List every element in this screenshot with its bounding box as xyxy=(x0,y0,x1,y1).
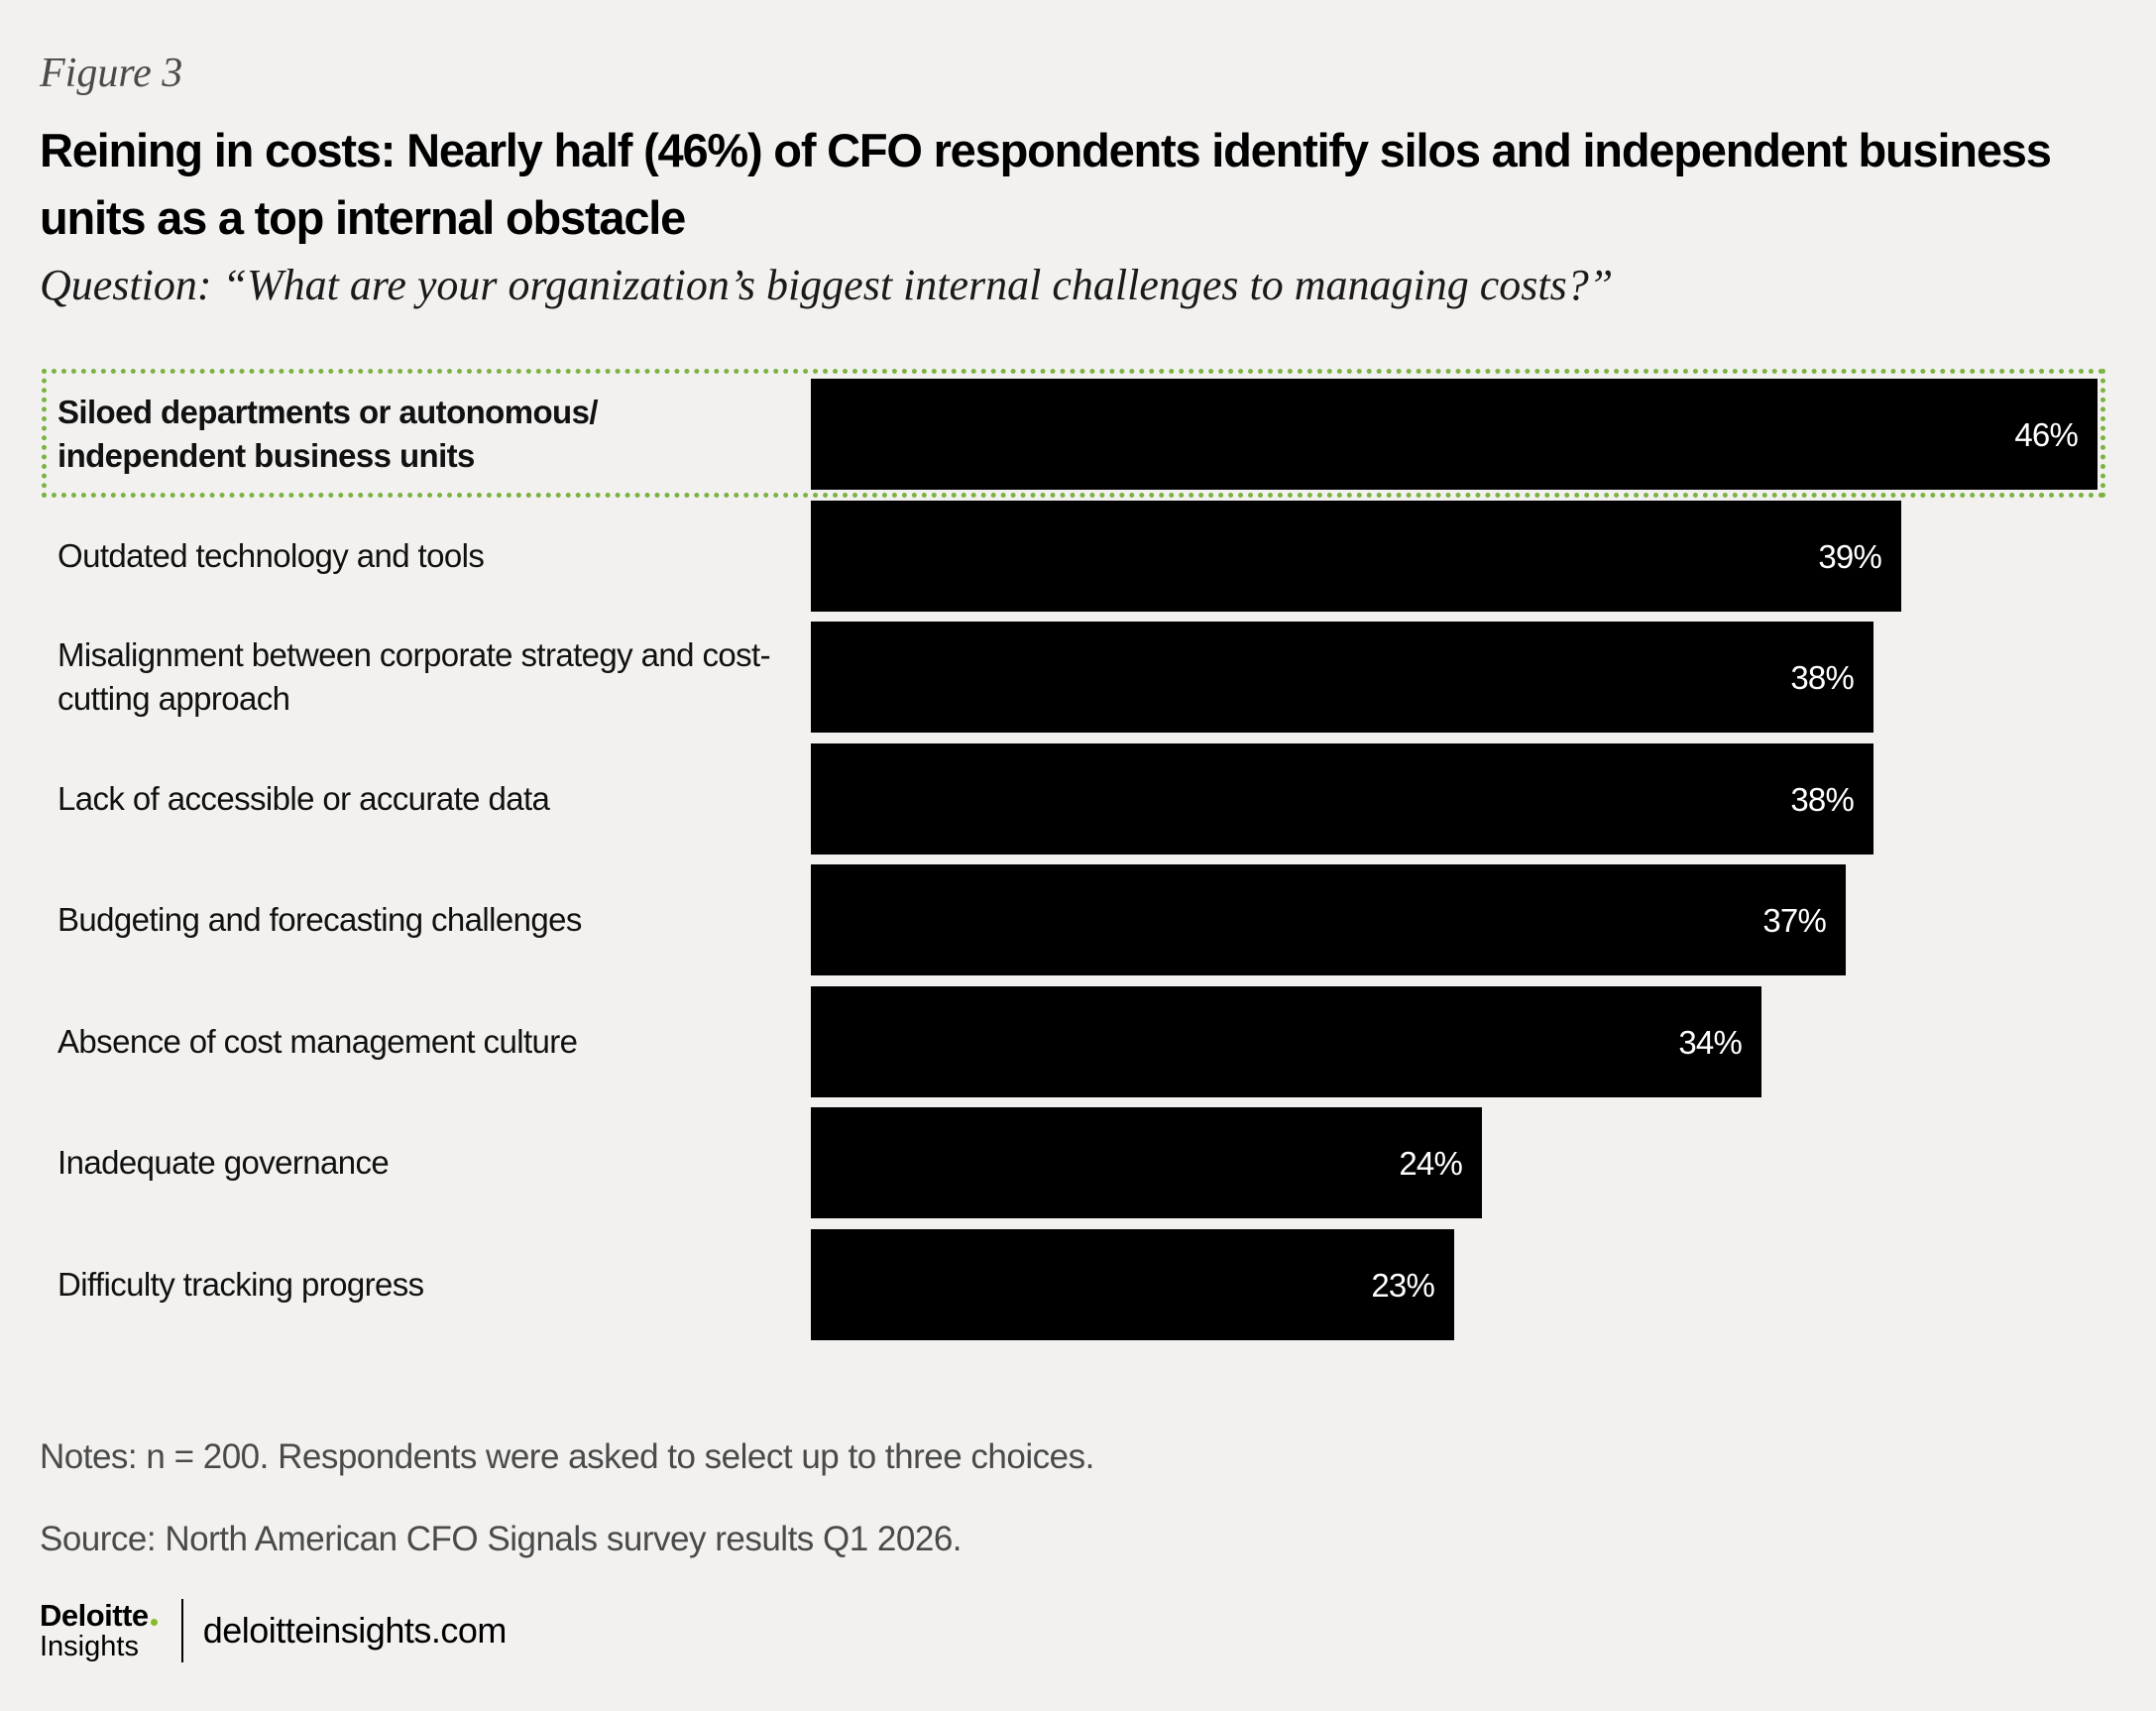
deloitte-logo[interactable]: Deloitte Insights xyxy=(40,1600,158,1661)
bar xyxy=(811,379,2098,490)
footer-divider xyxy=(180,1599,183,1662)
category-label-text: Lack of accessible or accurate data xyxy=(57,777,550,821)
category-label: Lack of accessible or accurate data xyxy=(57,743,791,855)
category-label-text: Misalignment between corporate strategy … xyxy=(57,633,771,721)
source: Source: North American CFO Signals surve… xyxy=(40,1520,963,1558)
category-label-line: Inadequate governance xyxy=(57,1144,390,1181)
category-label-line: Lack of accessible or accurate data xyxy=(57,780,550,817)
footer-url-link[interactable]: deloitteinsights.com xyxy=(202,1610,508,1651)
category-label-line: cutting approach xyxy=(57,680,290,717)
bar xyxy=(811,864,1846,975)
bar xyxy=(811,622,1873,733)
category-label: Siloed departments or autonomous/indepen… xyxy=(57,379,791,490)
category-label-text: Budgeting and forecasting challenges xyxy=(57,898,582,942)
category-label-text: Outdated technology and tools xyxy=(57,534,485,578)
bar-value-label: 46% xyxy=(2014,416,2078,453)
category-label-line: Misalignment between corporate strategy … xyxy=(57,636,771,673)
category-label: Budgeting and forecasting challenges xyxy=(57,864,791,975)
survey-question: Question: “What are your organization’s … xyxy=(40,261,1614,309)
category-label-text: Inadequate governance xyxy=(57,1141,390,1185)
bar-chart: Siloed departments or autonomous/indepen… xyxy=(42,369,2105,1340)
bar-value-label: 24% xyxy=(1399,1145,1462,1182)
notes: Notes: n = 200. Respondents were asked t… xyxy=(40,1437,1094,1476)
bar xyxy=(811,986,1761,1097)
category-label-text: Absence of cost management culture xyxy=(57,1020,578,1064)
bar-value-label: 23% xyxy=(1371,1267,1434,1304)
figure-label: Figure 3 xyxy=(40,51,183,96)
bar-value-label: 34% xyxy=(1678,1024,1742,1061)
category-label: Inadequate governance xyxy=(57,1107,791,1218)
bar-value-label: 37% xyxy=(1762,902,1826,939)
category-label-text: Difficulty tracking progress xyxy=(57,1263,424,1307)
category-label: Difficulty tracking progress xyxy=(57,1229,791,1340)
category-label: Absence of cost management culture xyxy=(57,986,791,1097)
highlight-box xyxy=(42,369,2105,498)
category-label-line: Absence of cost management culture xyxy=(57,1023,578,1060)
logo-dot-icon xyxy=(150,1619,158,1626)
chart-title: Reining in costs: Nearly half (46%) of C… xyxy=(40,124,2052,244)
bar xyxy=(811,1229,1454,1340)
logo-main: Deloitte xyxy=(40,1600,158,1631)
category-label-line: Outdated technology and tools xyxy=(57,537,485,574)
category-label: Misalignment between corporate strategy … xyxy=(57,622,791,733)
bar xyxy=(811,1107,1482,1218)
category-label: Outdated technology and tools xyxy=(57,501,791,612)
bar-value-label: 38% xyxy=(1790,659,1854,696)
bar xyxy=(811,501,1901,612)
category-label-line: independent business units xyxy=(57,437,475,474)
footer: Deloitte Insights deloitteinsights.com xyxy=(40,1596,507,1665)
category-label-line: Siloed departments or autonomous/ xyxy=(57,394,599,430)
category-label-line: Budgeting and forecasting challenges xyxy=(57,901,582,938)
bar-value-label: 39% xyxy=(1818,538,1881,575)
bar-value-label: 38% xyxy=(1790,781,1854,818)
category-label-text: Siloed departments or autonomous/indepen… xyxy=(57,391,599,478)
logo-sub: Insights xyxy=(40,1631,139,1662)
bar xyxy=(811,743,1873,855)
category-label-line: Difficulty tracking progress xyxy=(57,1266,424,1303)
